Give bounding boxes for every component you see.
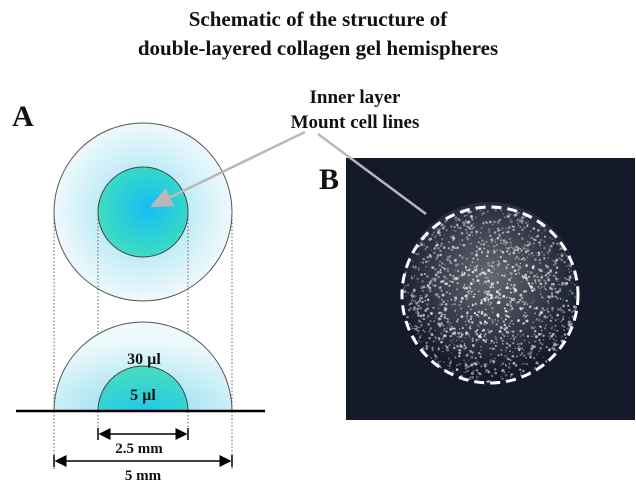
cell-speck bbox=[427, 355, 430, 357]
cell-speck bbox=[471, 375, 475, 379]
callout-leader bbox=[149, 130, 427, 216]
outer-diameter-label: 5 mm bbox=[125, 468, 162, 483]
figure-title-line-1: Schematic of the structure of bbox=[188, 7, 448, 31]
cell-speck bbox=[509, 376, 512, 378]
panel-label-b: B bbox=[319, 163, 339, 196]
micrograph-glow bbox=[402, 202, 578, 378]
cell-speck bbox=[538, 364, 540, 367]
cell-speck bbox=[451, 370, 455, 374]
cell-speck bbox=[533, 367, 536, 370]
side-view bbox=[16, 321, 265, 413]
callout-line-2: Mount cell lines bbox=[291, 112, 420, 133]
inner-layer-outline bbox=[400, 205, 580, 385]
cell-speck bbox=[572, 320, 575, 322]
inner-hemisphere bbox=[97, 365, 189, 412]
inner-diameter-label: 2.5 mm bbox=[115, 441, 163, 457]
panel-label-a: A bbox=[12, 100, 34, 133]
micrograph bbox=[346, 158, 635, 420]
inner-diameter-dimension bbox=[97, 428, 189, 440]
cell-speck bbox=[519, 373, 522, 376]
inner-volume-label: 5 µl bbox=[130, 387, 156, 404]
top-view bbox=[53, 122, 233, 302]
cell-speck bbox=[486, 380, 490, 383]
cell-speck bbox=[486, 380, 489, 383]
callout-line-1: Inner layer bbox=[310, 87, 402, 108]
outer-diameter-dimension bbox=[53, 455, 233, 467]
cell-speck bbox=[469, 376, 472, 378]
cell-speck bbox=[534, 366, 536, 369]
cell-speck bbox=[429, 356, 433, 359]
cell-speck bbox=[439, 365, 442, 367]
cell-speck bbox=[476, 378, 478, 381]
figure-title-line-2: double-layered collagen gel hemispheres bbox=[137, 36, 499, 60]
outer-volume-label: 30 µl bbox=[127, 351, 161, 368]
cell-speck bbox=[501, 377, 504, 380]
inner-layer-top-view bbox=[97, 166, 189, 258]
cell-speck bbox=[468, 377, 471, 381]
